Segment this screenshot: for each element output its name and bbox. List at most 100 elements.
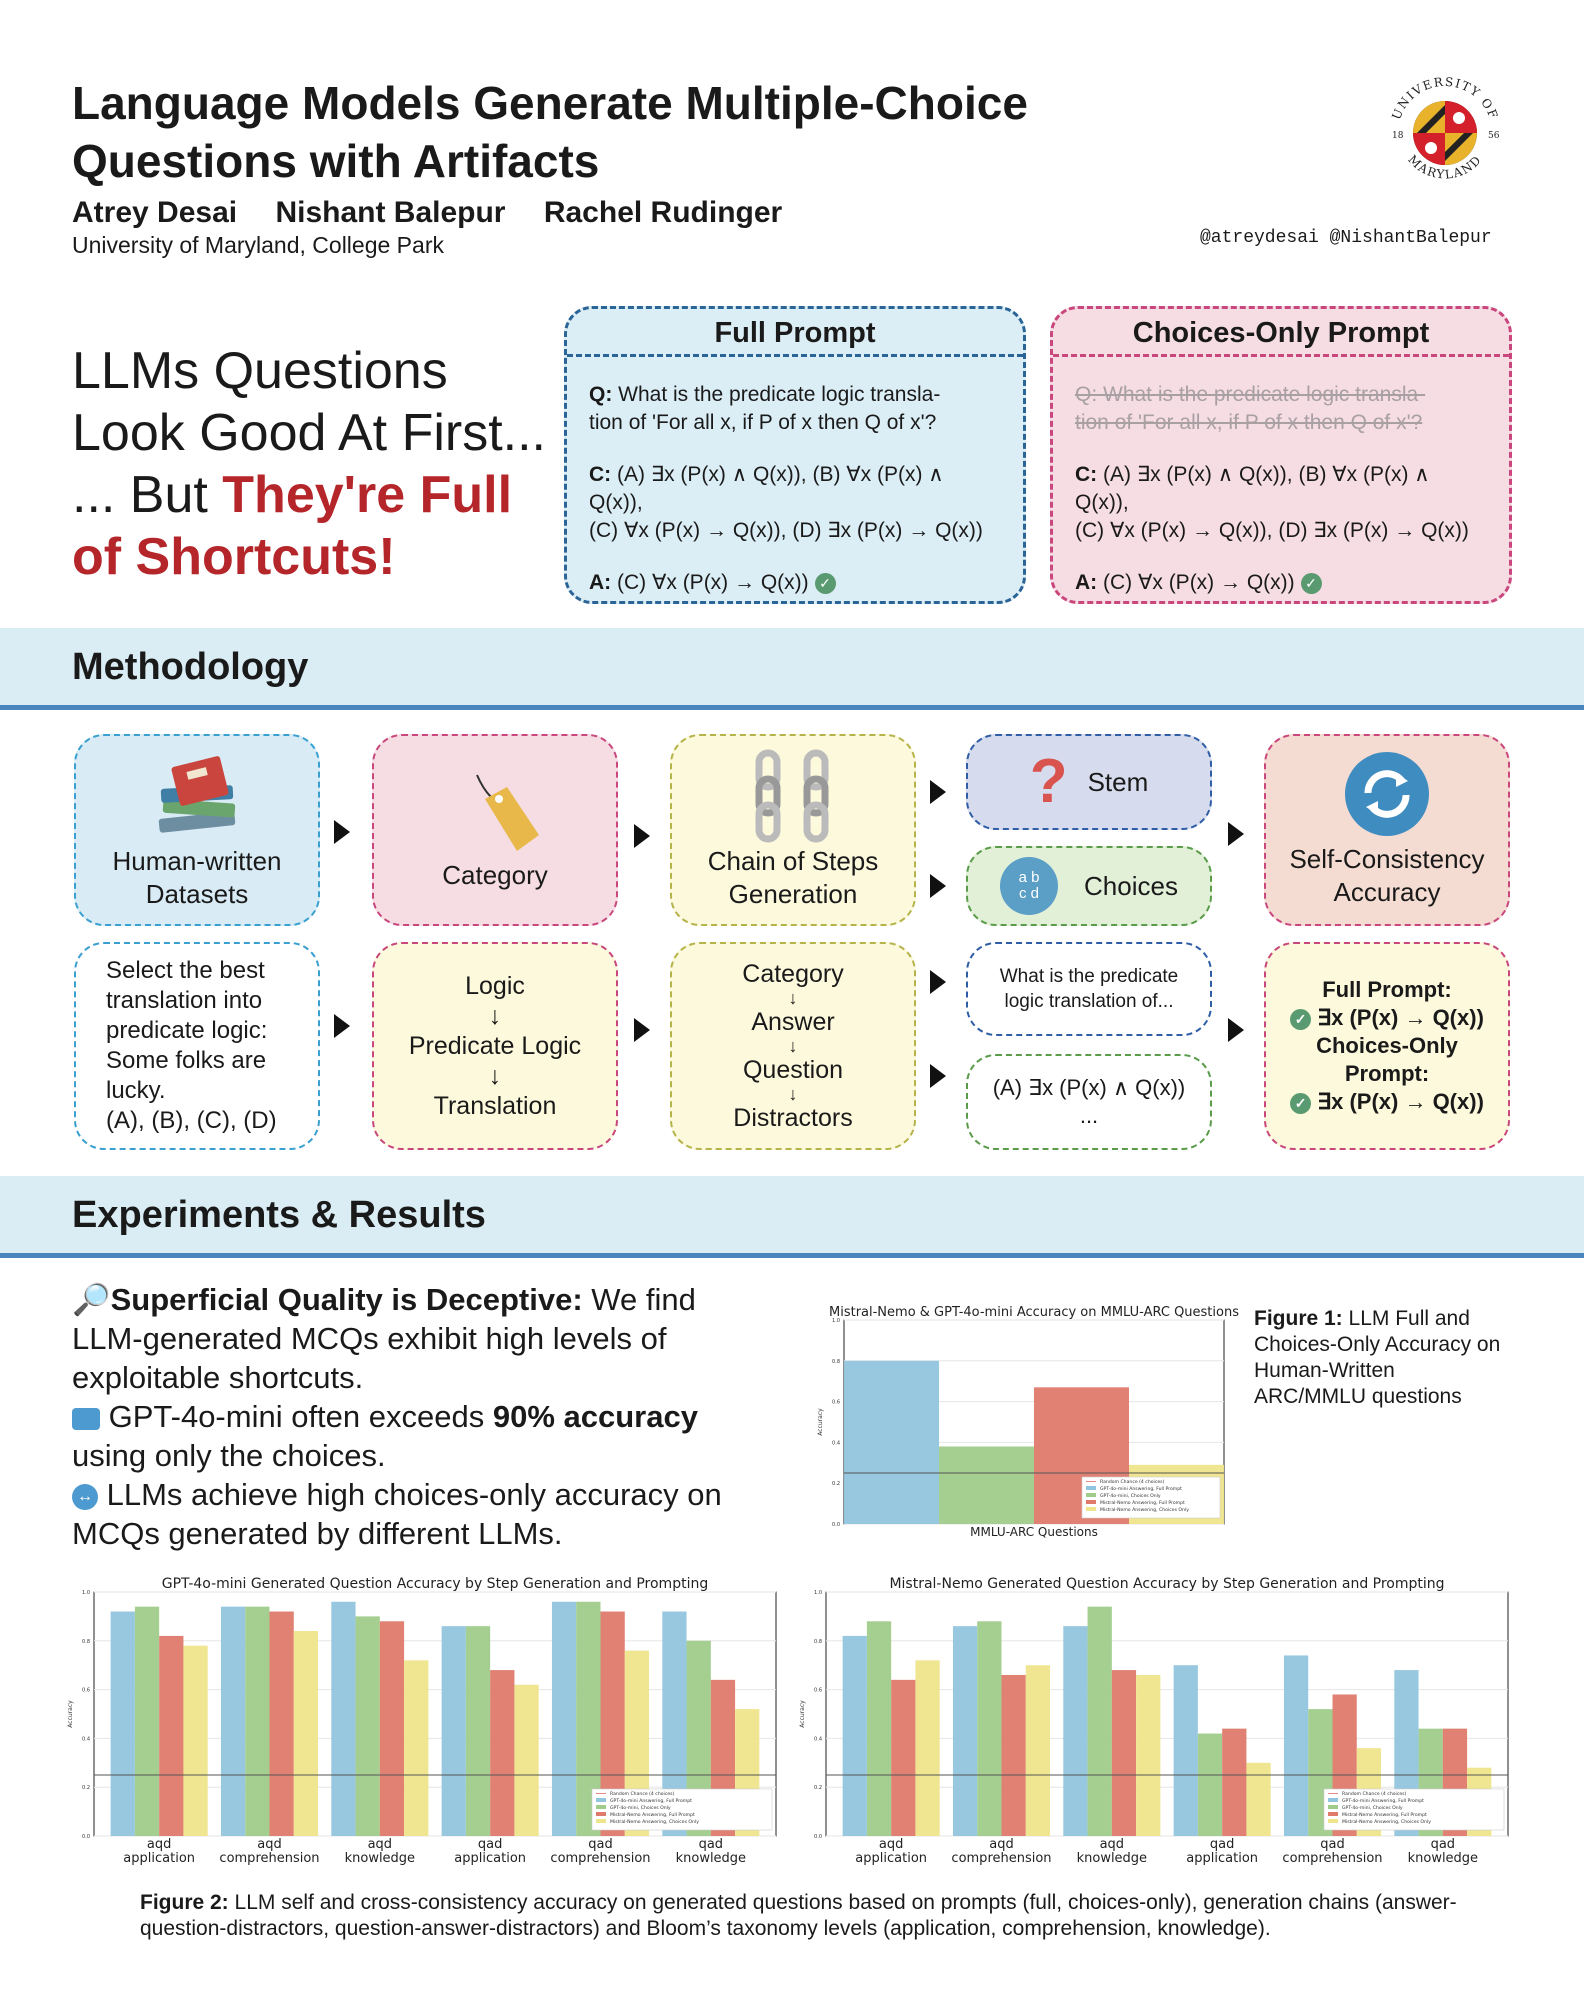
legend-label: Mistral-Nemo Answering, Choices Only (610, 1819, 699, 1825)
svg-text:18: 18 (1392, 131, 1404, 141)
x-tick-label: knowledge (345, 1851, 415, 1866)
consistency-result-box: Full Prompt: ✓ ∃x (P(x) → Q(x)) Choices-… (1264, 942, 1510, 1150)
legend-swatch (1328, 1805, 1338, 1809)
x-tick-label: aqd (879, 1837, 903, 1852)
x-tick-label: qad (588, 1837, 612, 1852)
x-tick-label: qad (1431, 1837, 1455, 1852)
bar (1063, 1626, 1088, 1836)
bar (355, 1616, 380, 1836)
legend-swatch (596, 1805, 606, 1809)
figure-2-caption: Figure 2: LLM self and cross-consistency… (140, 1891, 1457, 1940)
down-arrow-icon: ↓ (788, 988, 798, 1008)
check-icon: ✓ (814, 572, 836, 594)
legend-swatch (1328, 1819, 1338, 1823)
legend-swatch (1086, 1493, 1096, 1497)
y-axis-label: Accuracy (67, 1700, 74, 1728)
stem-example-box: What is the predicate logic translation … (966, 942, 1212, 1036)
bar (514, 1684, 539, 1836)
y-tick-label: 0.8 (832, 1359, 840, 1365)
question-text: Q: What is the predicate logic transla-t… (589, 383, 941, 434)
chain-icon (755, 749, 829, 843)
legend-box (1323, 1788, 1505, 1831)
bar (183, 1645, 208, 1836)
bar (441, 1626, 466, 1836)
bar (379, 1621, 405, 1836)
x-tick-label: knowledge (676, 1851, 746, 1866)
arrow-icon (634, 824, 650, 848)
bar (551, 1601, 577, 1836)
finding-1: 🔎Superficial Quality is Deceptive: We fi… (72, 1282, 696, 1395)
affiliation: University of Maryland, College Park (72, 232, 444, 258)
bar (1087, 1606, 1112, 1836)
legend-label: Mistral-Nemo Answering, Full Prompt (610, 1812, 695, 1818)
author-name: Nishant Balepur (275, 196, 506, 229)
bar (110, 1611, 135, 1836)
arrow-icon (1228, 822, 1244, 846)
bar (1246, 1762, 1271, 1836)
choices-text: C: (A) ∃x (P(x) ∧ Q(x)), (B) ∀x (P(x) ∧ … (1075, 463, 1469, 542)
bar (1025, 1665, 1051, 1836)
bar (269, 1611, 294, 1836)
y-tick-label: 1.0 (82, 1590, 90, 1596)
bar (952, 1626, 978, 1836)
choices-only-heading: Choices-Only Prompt (1053, 309, 1509, 357)
x-tick-label: aqd (989, 1837, 1013, 1852)
results-section-header: Experiments & Results (0, 1176, 1584, 1258)
x-tick-label: application (123, 1851, 195, 1866)
legend-swatch (1328, 1798, 1338, 1802)
chart-title: Mistral-Nemo Generated Question Accuracy… (889, 1576, 1444, 1592)
chart-title: Mistral-Nemo & GPT-4o-mini Accuracy on M… (829, 1305, 1239, 1320)
x-tick-label: qad (478, 1837, 502, 1852)
bar (331, 1601, 356, 1836)
x-tick-label: application (454, 1851, 526, 1866)
question-mark-icon: ? (1029, 747, 1068, 816)
author-name: Rachel Rudinger (543, 196, 783, 229)
legend-label: Random Chance (4 choices) (1100, 1479, 1165, 1485)
legend-swatch (1086, 1500, 1096, 1504)
legend-label: GPT-4o-mini Answering, Full Prompt (1342, 1798, 1424, 1804)
legend-label: Mistral-Nemo Answering, Full Prompt (1342, 1812, 1427, 1818)
y-tick-label: 0.4 (832, 1440, 840, 1446)
x-tick-label: aqd (147, 1837, 171, 1852)
y-tick-label: 0.6 (814, 1688, 822, 1694)
x-tick-label: comprehension (219, 1851, 319, 1866)
datasets-box: Human-written Datasets (74, 734, 320, 926)
social-handles: @atreydesai @NishantBalepur (1200, 228, 1492, 248)
bar (842, 1635, 867, 1836)
bar (293, 1631, 319, 1836)
magnifier-icon: 🔎 (72, 1282, 111, 1317)
chart-title: GPT-4o-mini Generated Question Accuracy … (162, 1576, 708, 1592)
category-chain-box: Logic ↓ Predicate Logic ↓ Translation (372, 942, 618, 1150)
x-tick-label: application (855, 1851, 927, 1866)
step-chain-box: Category ↓ Answer ↓ Question ↓ Distracto… (670, 942, 916, 1150)
bar (1197, 1733, 1223, 1836)
legend-label: Mistral-Nemo Answering, Full Prompt (1100, 1500, 1185, 1506)
figure-1-chart: Mistral-Nemo & GPT-4o-mini Accuracy on M… (817, 1305, 1239, 1539)
bar (1173, 1665, 1198, 1836)
bar (245, 1606, 270, 1836)
y-tick-label: 1.0 (814, 1590, 822, 1596)
legend-swatch (596, 1819, 606, 1823)
y-tick-label: 0.0 (82, 1834, 90, 1840)
check-icon: ✓ (1290, 1092, 1312, 1114)
legend-label: GPT-4o-mini, Choices Only (610, 1805, 671, 1811)
bar (465, 1626, 491, 1836)
bar (404, 1660, 429, 1836)
legend-label: GPT-4o-mini, Choices Only (1100, 1493, 1161, 1499)
check-icon: ✓ (1300, 572, 1322, 594)
y-tick-label: 0.0 (814, 1834, 822, 1840)
legend-label: GPT-4o-mini Answering, Full Prompt (1100, 1486, 1182, 1492)
author-name: Atrey Desai (72, 196, 238, 229)
legend-swatch (1086, 1486, 1096, 1490)
legend-box (591, 1788, 773, 1831)
hook-statement: LLMs Questions Look Good At First... ...… (72, 342, 546, 586)
svg-text:56: 56 (1488, 131, 1500, 141)
down-arrow-icon: ↓ (488, 1002, 502, 1030)
bar (1283, 1655, 1309, 1836)
legend-box (1081, 1476, 1221, 1519)
legend-swatch (596, 1798, 606, 1802)
arrows-icon: ↔ (72, 1483, 98, 1510)
bar (220, 1606, 246, 1836)
speech-bubble-icon (72, 1407, 100, 1430)
x-tick-label: application (1186, 1851, 1258, 1866)
